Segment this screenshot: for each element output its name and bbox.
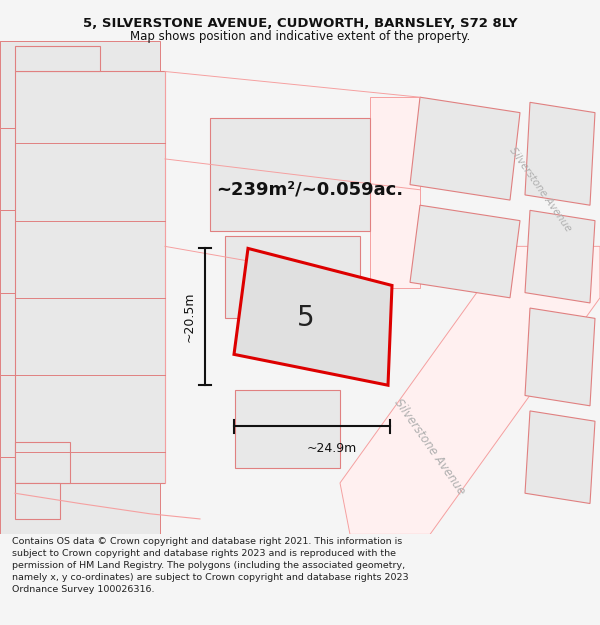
Polygon shape	[525, 308, 595, 406]
Polygon shape	[0, 41, 160, 128]
Polygon shape	[525, 211, 595, 303]
Polygon shape	[234, 248, 392, 385]
Polygon shape	[0, 128, 160, 211]
Polygon shape	[15, 483, 60, 519]
Text: ~20.5m: ~20.5m	[182, 292, 196, 342]
Text: ~24.9m: ~24.9m	[307, 442, 357, 456]
Polygon shape	[370, 98, 420, 288]
Polygon shape	[235, 391, 340, 468]
Polygon shape	[0, 375, 160, 458]
Polygon shape	[525, 411, 595, 504]
Polygon shape	[340, 246, 600, 534]
Polygon shape	[0, 292, 160, 375]
Text: 5: 5	[296, 304, 314, 332]
Polygon shape	[0, 458, 160, 534]
Polygon shape	[410, 98, 520, 200]
Polygon shape	[15, 46, 100, 71]
Polygon shape	[210, 118, 370, 231]
Text: Contains OS data © Crown copyright and database right 2021. This information is
: Contains OS data © Crown copyright and d…	[12, 538, 409, 594]
Text: Silverstone Avenue: Silverstone Avenue	[392, 396, 468, 498]
Polygon shape	[0, 211, 160, 292]
Text: Silverstone Avenue: Silverstone Avenue	[507, 146, 573, 234]
Polygon shape	[225, 236, 360, 318]
Polygon shape	[0, 41, 155, 46]
Polygon shape	[15, 71, 165, 483]
Text: 5, SILVERSTONE AVENUE, CUDWORTH, BARNSLEY, S72 8LY: 5, SILVERSTONE AVENUE, CUDWORTH, BARNSLE…	[83, 18, 517, 30]
Polygon shape	[525, 102, 595, 205]
Polygon shape	[15, 442, 70, 483]
Polygon shape	[410, 205, 520, 298]
Text: ~239m²/~0.059ac.: ~239m²/~0.059ac.	[217, 181, 404, 199]
Text: Map shows position and indicative extent of the property.: Map shows position and indicative extent…	[130, 30, 470, 42]
